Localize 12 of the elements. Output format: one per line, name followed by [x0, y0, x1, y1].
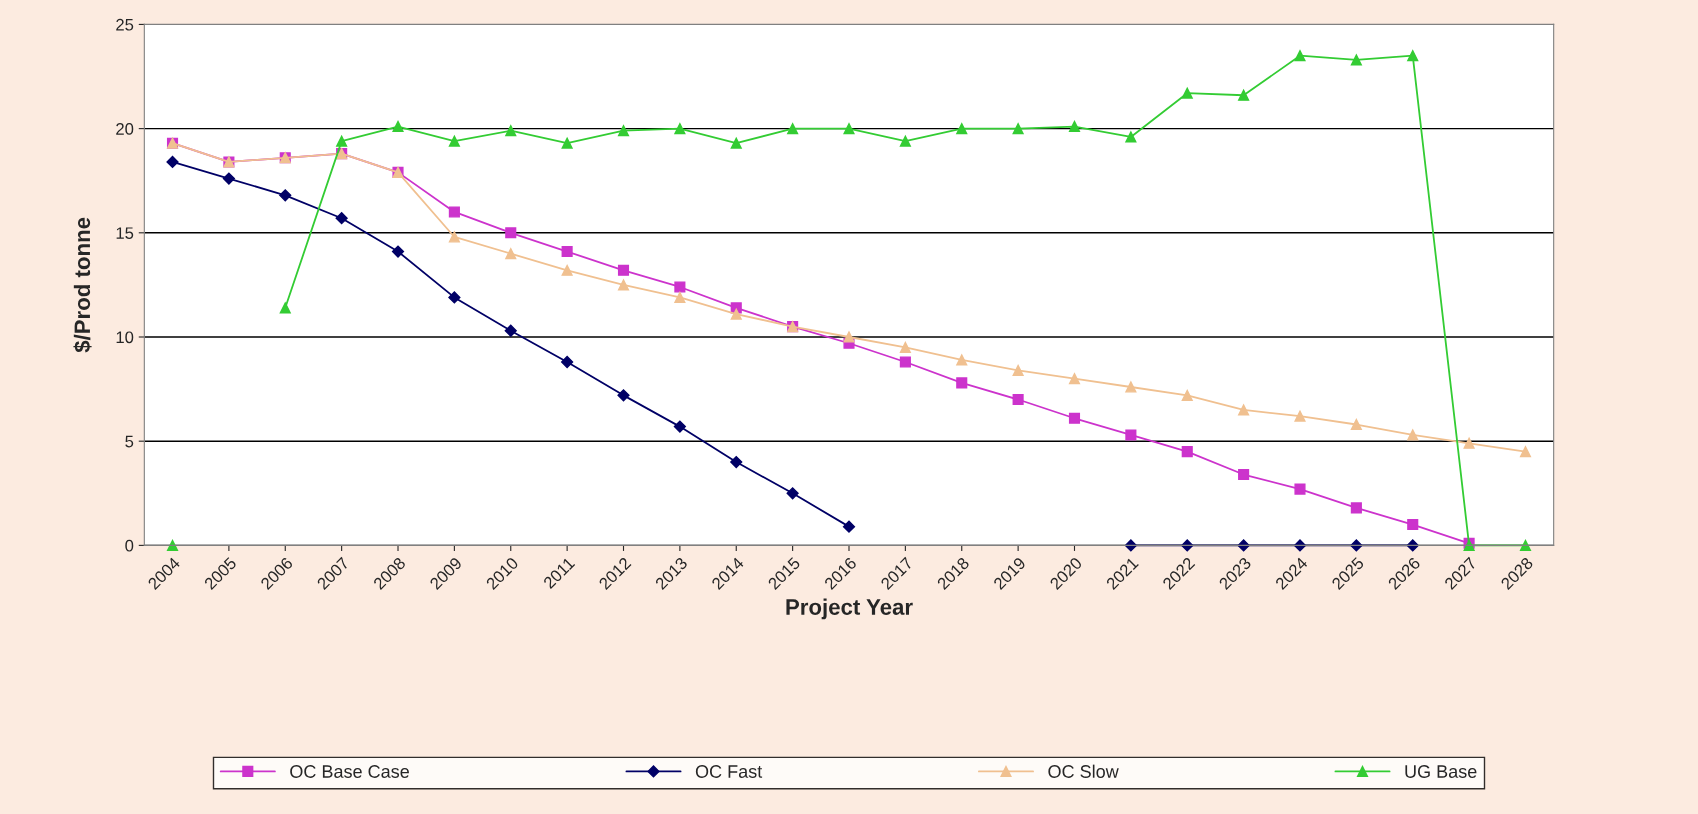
x-axis-title: Project Year [786, 598, 913, 620]
legend-label: OC Fast [695, 765, 763, 778]
y-tick-label: 0 [125, 539, 134, 552]
legend-label: OC Slow [1048, 764, 1119, 778]
legend-label: UG Base [1405, 765, 1477, 778]
y-axis-title: $/Prod tonne [73, 217, 92, 353]
y-tick-label: 25 [116, 18, 134, 31]
y-tick-label: 10 [116, 331, 134, 344]
y-tick-label: 5 [125, 435, 134, 448]
legend-label: OC Base Case [290, 765, 409, 778]
y-tick-label: 20 [116, 123, 134, 135]
y-tick-label: 15 [116, 227, 134, 240]
